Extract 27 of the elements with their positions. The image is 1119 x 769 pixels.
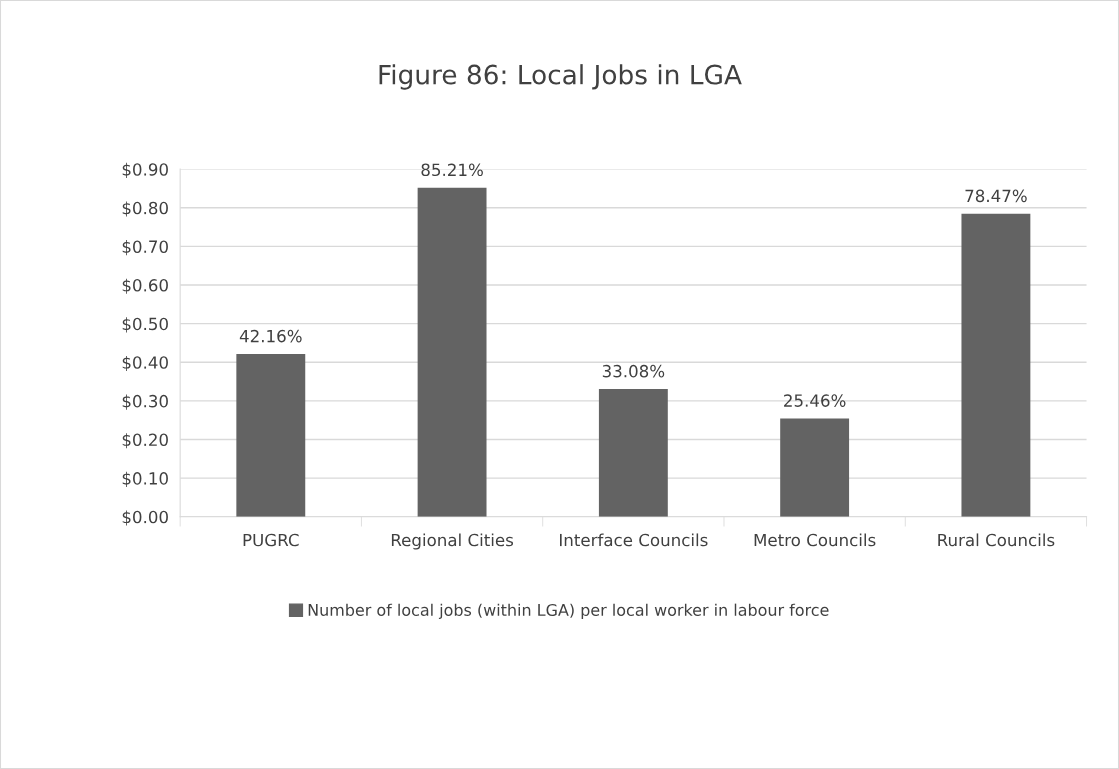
bar (780, 418, 850, 517)
y-tick-label: $0.60 (122, 278, 168, 294)
data-label: 25.46% (784, 394, 846, 407)
y-tick-label: $0.90 (122, 162, 168, 178)
y-tick-label: $0.70 (122, 240, 168, 256)
y-tick-label: $0.30 (122, 394, 168, 410)
data-label: 78.47% (965, 189, 1027, 203)
y-tick-label: $0.00 (122, 510, 168, 526)
x-tick-label: Metro Councils (754, 533, 876, 547)
chart-title: Figure 86: Local Jobs in LGA (379, 64, 742, 90)
data-label: 33.08% (602, 364, 665, 378)
y-tick-label: $0.10 (122, 471, 168, 487)
bar (236, 353, 306, 517)
y-tick-label: $0.20 (122, 433, 168, 449)
data-label: 42.16% (239, 329, 302, 343)
data-label: 85.21% (421, 163, 483, 177)
x-tick-label: Regional Cities (391, 533, 514, 550)
y-tick-label: $0.80 (122, 201, 168, 217)
bar (961, 213, 1031, 517)
x-tick-label: PUGRC (243, 533, 299, 547)
y-tick-label: $0.40 (122, 355, 168, 372)
x-tick-label: Rural Councils (938, 533, 1055, 547)
x-tick-label: Interface Councils (560, 533, 708, 547)
legend-label: Number of local jobs (within LGA) per local worker in labour force (308, 603, 829, 620)
y-tick-label: $0.50 (122, 317, 168, 333)
bar (417, 187, 487, 517)
bar (598, 389, 668, 517)
